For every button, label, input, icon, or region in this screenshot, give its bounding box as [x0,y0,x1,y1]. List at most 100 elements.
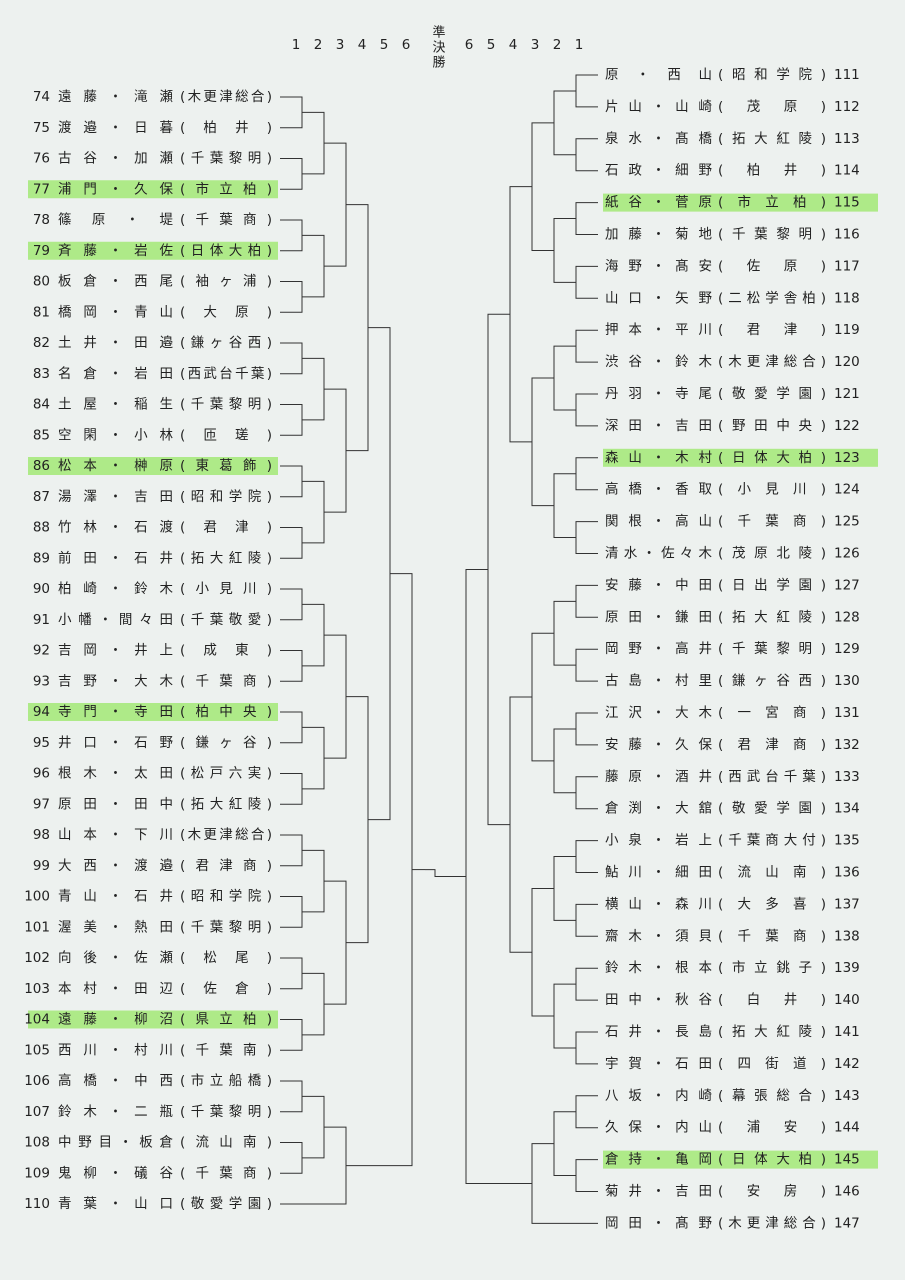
entry-number: 74 [33,89,50,105]
round-label: 3 [336,37,345,53]
entry-names: 高橋・中西 [58,1072,173,1089]
round-label: 4 [358,37,367,53]
entry-names: 根木・太田 [58,766,173,782]
entry-names: 加藤・菊地 [605,227,713,243]
entry-school: (木更津総合) [718,354,826,370]
entry-number: 87 [33,489,50,505]
entry-names: 原田・田中 [58,796,173,812]
entry-number: 111 [834,67,860,83]
entry-names: 鬼柳・礒谷 [58,1164,174,1181]
entry-names: 斉藤・岩佐 [58,243,173,259]
entry-number: 104 [24,1012,50,1028]
entry-school: (鎌ヶ谷) [180,735,272,751]
entry-names: 遠藤・滝瀬 [58,89,174,105]
entry-number: 123 [834,450,860,466]
entry-names: 山口・矢野 [605,290,713,306]
entry-school: (木更津総合) [180,89,272,105]
entry-names: 森山・木村 [605,450,713,466]
entry-names: 空閑・小林 [58,427,174,443]
entry-names: 向後・佐瀬 [58,950,174,966]
entry-number: 81 [33,304,50,320]
entry-number: 94 [33,704,50,720]
entry-number: 95 [33,735,50,751]
entry-school: (流山南) [180,1135,272,1151]
round-label: 2 [314,37,323,53]
entry-names: 渡邉・日暮 [58,120,174,136]
entry-school: (千葉商大付) [718,833,826,849]
entry-number: 130 [834,673,860,689]
entry-names: 本村・田辺 [58,981,174,997]
entry-number: 78 [33,212,50,228]
highlight [28,457,278,475]
entry-names: 原田・鎌田 [605,609,712,625]
entry-number: 93 [33,673,50,689]
entry-number: 147 [834,1215,860,1231]
entry-names: 井口・石野 [58,735,174,751]
entry-names: 山本・下川 [58,827,173,843]
entry-number: 116 [834,227,860,243]
entry-school: (流山南) [718,865,826,881]
entry-number: 126 [834,546,860,562]
entry-school: (西武台千葉) [180,366,272,382]
entry-names: 板倉・西尾 [58,274,173,290]
entry-number: 144 [834,1120,860,1136]
round-label: 5 [380,37,389,53]
semifinal-label: 準決勝 [430,24,446,70]
entry-names: 安藤・久保 [605,737,713,753]
entry-names: 大西・渡邉 [58,858,174,874]
entry-number: 121 [834,386,860,402]
entry-number: 131 [834,705,860,721]
entry-names: 竹林・石渡 [58,520,174,536]
entry-names: 江沢・大木 [605,705,713,721]
entry-school: (木更津総合) [180,827,272,843]
entry-school: (一宮商) [718,705,826,721]
entry-number: 102 [24,950,50,966]
entry-names: 前田・石井 [58,549,173,566]
round-label: 3 [531,37,540,53]
highlight [603,193,878,212]
entry-number: 105 [24,1042,50,1058]
entry-school: (市立柏) [718,194,826,211]
entry-number: 141 [834,1024,860,1040]
round-label: 2 [553,37,562,53]
entry-number: 135 [834,833,860,849]
entry-number: 107 [24,1104,50,1120]
entry-number: 109 [24,1165,50,1181]
entry-number: 113 [834,131,860,147]
entry-school: (君津商) [718,737,826,753]
entry-school: (東葛飾) [180,458,272,474]
entry-number: 108 [24,1135,50,1151]
entry-names: 松本・榊原 [58,458,173,474]
round-label: 1 [575,37,584,53]
entry-number: 115 [834,195,860,211]
entry-names: 渥美・熱田 [58,919,173,935]
entry-names: 名倉・岩田 [58,366,173,382]
entry-number: 97 [33,796,50,812]
entry-school: (千葉商) [180,1165,272,1181]
entry-number: 86 [33,458,50,474]
entry-names: 高橋・香取 [605,481,713,498]
highlight [28,703,278,721]
entry-names: 倉持・亀岡 [605,1152,712,1168]
entry-school: (二松学舎柏) [718,290,826,306]
entry-names: 久保・内山 [605,1120,712,1136]
entry-school: (千葉商) [180,673,272,689]
entry-names: 深田・吉田 [605,418,712,434]
entry-school: (市立柏) [180,180,272,197]
entry-names: 安藤・中田 [605,577,712,593]
entry-number: 120 [834,354,860,370]
entry-names: 紙谷・菅原 [605,195,712,211]
entry-names: 鈴木・二瓶 [58,1104,173,1120]
entry-number: 80 [33,274,50,290]
entry-number: 89 [33,550,50,566]
entry-school: (小見川) [718,482,826,498]
entry-names: 土井・田邉 [58,335,174,351]
entry-number: 119 [834,322,860,338]
entry-school: (千葉商) [718,514,826,530]
entry-names: 渋谷・鈴木 [605,354,713,370]
entry-number: 106 [24,1073,50,1089]
entry-number: 143 [834,1088,860,1104]
entry-names: 古島・村里 [605,673,712,689]
round-label: 6 [465,37,474,53]
entry-number: 101 [24,919,50,935]
